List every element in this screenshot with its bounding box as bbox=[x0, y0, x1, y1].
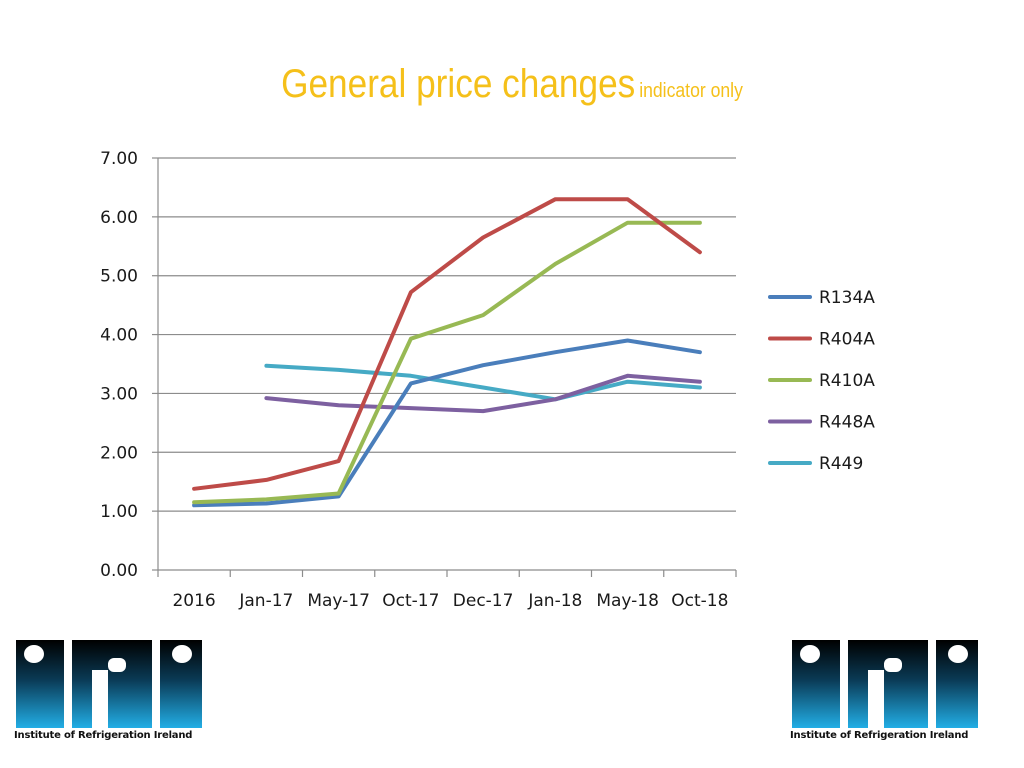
x-tick-label: 2016 bbox=[172, 591, 215, 611]
x-tick-label: Jan-17 bbox=[238, 591, 293, 611]
y-tick-label: 3.00 bbox=[100, 384, 138, 404]
y-tick-label: 4.00 bbox=[100, 326, 138, 346]
y-tick-label: 2.00 bbox=[100, 443, 138, 463]
y-tick-label: 6.00 bbox=[100, 208, 138, 228]
slide-title: General price changes indicator only bbox=[61, 62, 962, 107]
legend-label-r410a: R410A bbox=[819, 371, 875, 391]
series-line-r404a bbox=[192, 197, 702, 491]
series-line-r134a bbox=[192, 338, 702, 508]
title-main: General price changes bbox=[281, 62, 636, 106]
iri-logo-mark-icon bbox=[16, 640, 202, 728]
line-chart: 0.00 1.00 2.00 3.00 4.00 5.00 6.00 7.00 2016 Jan-… bbox=[100, 149, 875, 611]
y-tick-label: 7.00 bbox=[100, 149, 138, 169]
x-tick-label: Dec-17 bbox=[453, 591, 514, 611]
x-tick-label: May-18 bbox=[596, 591, 659, 611]
series-line-r448a bbox=[264, 373, 702, 414]
legend-label-r448a: R448A bbox=[819, 413, 875, 433]
iri-logo-right: Institute of Refrigeration Ireland bbox=[790, 638, 980, 746]
y-tick-label: 5.00 bbox=[100, 267, 138, 287]
iri-logo-mark-icon bbox=[792, 640, 978, 728]
series-line-r449 bbox=[264, 363, 702, 402]
iri-logo-left: Institute of Refrigeration Ireland bbox=[14, 638, 204, 746]
series-line-r410a bbox=[192, 220, 702, 505]
x-tick-label: Oct-17 bbox=[382, 591, 439, 611]
logo-caption: Institute of Refrigeration Ireland bbox=[14, 730, 193, 741]
legend-label-r449: R449 bbox=[819, 454, 863, 474]
x-tick-label: May-17 bbox=[307, 591, 370, 611]
legend-label-r134a: R134A bbox=[819, 288, 875, 308]
legend-label-r404a: R404A bbox=[819, 330, 875, 350]
logo-caption: Institute of Refrigeration Ireland bbox=[790, 730, 969, 741]
y-tick-label: 1.00 bbox=[100, 502, 138, 522]
x-tick-label: Oct-18 bbox=[671, 591, 728, 611]
title-subtitle: indicator only bbox=[639, 80, 743, 102]
x-tick-label: Jan-18 bbox=[527, 591, 582, 611]
y-tick-label: 0.00 bbox=[100, 561, 138, 581]
